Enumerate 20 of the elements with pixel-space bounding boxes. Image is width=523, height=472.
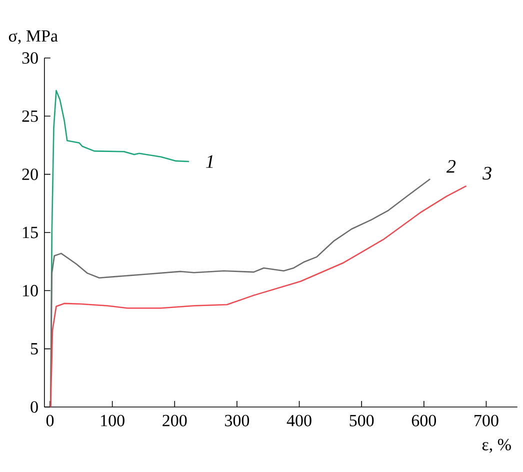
x-tick-label: 200 — [162, 414, 187, 426]
x-tick-label: 500 — [350, 414, 374, 426]
x-tick-label: 700 — [474, 414, 498, 426]
y-tick-label: 10 — [23, 284, 38, 296]
series-label: 3 — [482, 166, 492, 180]
y-tick-label: 30 — [22, 52, 38, 64]
y-tick-label: 25 — [22, 110, 38, 122]
x-tick-label: 300 — [225, 414, 250, 426]
x-tick-label: 100 — [101, 414, 124, 426]
x-tick-label: 600 — [412, 414, 436, 426]
x-tick-label: 0 — [46, 414, 54, 426]
x-tick-label: 400 — [286, 414, 312, 426]
y-tick-label: 15 — [23, 226, 38, 238]
x-axis-title: ε, % — [482, 438, 511, 453]
y-tick-label: 0 — [30, 401, 38, 413]
y-tick-label: 5 — [31, 343, 38, 354]
y-tick-label: 20 — [22, 168, 38, 180]
y-axis-title: σ, MPa — [8, 30, 58, 44]
series-label: 2 — [446, 160, 456, 173]
series-label: 1 — [206, 155, 213, 168]
